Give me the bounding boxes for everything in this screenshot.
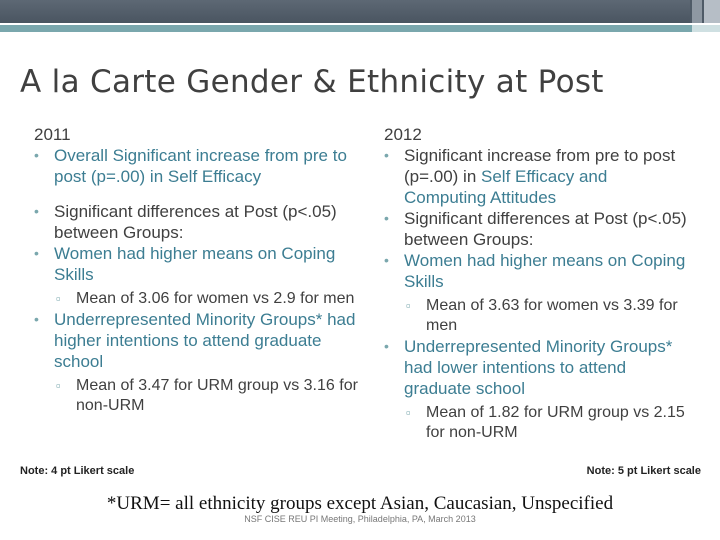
top-banner bbox=[0, 0, 720, 23]
column-2012: 2012 Significant increase from pre to po… bbox=[384, 124, 694, 443]
bullet-highlight: Self Efficacy and Computing Attitudes bbox=[404, 167, 608, 207]
bullet-list: Significant increase from pre to post (p… bbox=[384, 145, 694, 443]
sub-bullet-text: Mean of 3.47 for URM group vs 3.16 for n… bbox=[76, 377, 358, 414]
sub-bullet-item: Mean of 3.63 for women vs 3.39 for men bbox=[384, 296, 694, 336]
bullet-highlight: Self Efficacy bbox=[167, 167, 262, 186]
year-heading: 2011 bbox=[34, 125, 71, 144]
sub-bullet-item: Mean of 3.06 for women vs 2.9 for men bbox=[34, 289, 364, 309]
slide-footer: NSF CISE REU PI Meeting, Philadelphia, P… bbox=[244, 514, 476, 524]
bullet-item: Significant increase from pre to post (p… bbox=[384, 145, 694, 208]
year-heading: 2012 bbox=[384, 125, 422, 144]
bullet-item: Underrepresented Minority Groups* had lo… bbox=[384, 336, 694, 399]
urm-footnote: *URM= all ethnicity groups except Asian,… bbox=[106, 493, 614, 514]
sub-bullet-item: Mean of 3.47 for URM group vs 3.16 for n… bbox=[34, 376, 364, 416]
bullet-text: Significant increase from pre to post (p… bbox=[404, 146, 676, 186]
title-rule bbox=[0, 25, 720, 32]
sub-bullet-text: Mean of 3.06 for women vs 2.9 for men bbox=[76, 290, 355, 307]
bullet-item: Underrepresented Minority Groups* had hi… bbox=[34, 309, 364, 372]
bullet-item: Overall Significant increase from pre to… bbox=[34, 145, 364, 187]
title-rule-end bbox=[692, 25, 720, 32]
scale-note-2012: Note: 5 pt Likert scale bbox=[586, 465, 701, 477]
top-banner-end bbox=[704, 0, 720, 23]
top-banner-main bbox=[0, 0, 690, 23]
top-banner-accent bbox=[692, 0, 702, 23]
bullet-text: Underrepresented Minority Groups* had lo… bbox=[404, 337, 673, 398]
sub-bullet-text: Mean of 3.63 for women vs 3.39 for men bbox=[426, 297, 678, 334]
scale-note-2011: Note: 4 pt Likert scale bbox=[20, 465, 135, 477]
column-2011: 2011 Overall Significant increase from p… bbox=[34, 124, 364, 416]
slide-title: A la Carte Gender & Ethnicity at Post bbox=[20, 64, 604, 100]
sub-bullet-text: Mean of 1.82 for URM group vs 2.15 for n… bbox=[426, 404, 685, 441]
bullet-item: Significant differences at Post (p<.05) … bbox=[34, 201, 364, 243]
bullet-text: Women had higher means on Coping Skills bbox=[404, 251, 686, 291]
sub-bullet-item: Mean of 1.82 for URM group vs 2.15 for n… bbox=[384, 403, 694, 443]
bullet-text: Underrepresented Minority Groups* had hi… bbox=[54, 310, 356, 371]
bullet-item: Significant differences at Post (p<.05) … bbox=[384, 208, 694, 250]
bullet-text: Overall Significant increase from pre to… bbox=[54, 146, 347, 186]
bullet-list: Overall Significant increase from pre to… bbox=[34, 145, 364, 416]
bullet-text: Women had higher means on Coping Skills bbox=[54, 244, 336, 284]
bullet-item: Women had higher means on Coping Skills bbox=[384, 250, 694, 292]
bullet-text: Significant differences at Post (p<.05) … bbox=[54, 202, 337, 242]
bullet-text: Significant differences at Post (p<.05) … bbox=[404, 209, 687, 249]
bullet-item: Women had higher means on Coping Skills bbox=[34, 243, 364, 285]
